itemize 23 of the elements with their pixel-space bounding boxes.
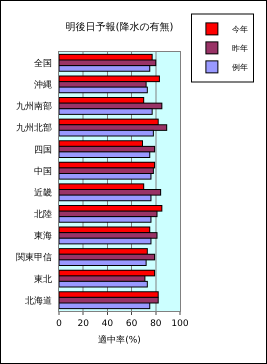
y-tick-label: 北陸 xyxy=(34,209,52,220)
y-tick-label: 北海道 xyxy=(25,295,52,306)
legend-label: 昨年 xyxy=(232,44,248,54)
y-tick-label: 近畿 xyxy=(34,187,52,198)
y-tick-label: 九州北部 xyxy=(16,122,52,134)
y-tick-label: 四国 xyxy=(34,145,52,156)
y-tick-label: 関東甲信 xyxy=(16,252,52,264)
x-tick-label: 40 xyxy=(102,318,114,329)
y-tick-label: 沖縄 xyxy=(34,80,52,91)
y-tick-label: 中国 xyxy=(34,166,52,177)
y-tick-label: 全国 xyxy=(34,58,52,69)
y-tick-label: 東北 xyxy=(34,274,52,285)
x-tick-label: 20 xyxy=(77,318,90,329)
x-axis-title: 適中率(%) xyxy=(98,334,141,346)
y-tick-label: 九州南部 xyxy=(16,101,52,112)
x-tick-label: 80 xyxy=(150,318,162,329)
x-tick-label: 0 xyxy=(56,318,62,329)
legend-label: 今年 xyxy=(232,25,248,34)
y-tick-label: 東海 xyxy=(34,230,52,242)
legend-label: 例年 xyxy=(232,63,248,72)
x-tick-label: 100 xyxy=(171,318,189,329)
chart-title: 明後日予報(降水の有無) xyxy=(66,20,174,33)
x-tick-label: 60 xyxy=(126,318,138,329)
